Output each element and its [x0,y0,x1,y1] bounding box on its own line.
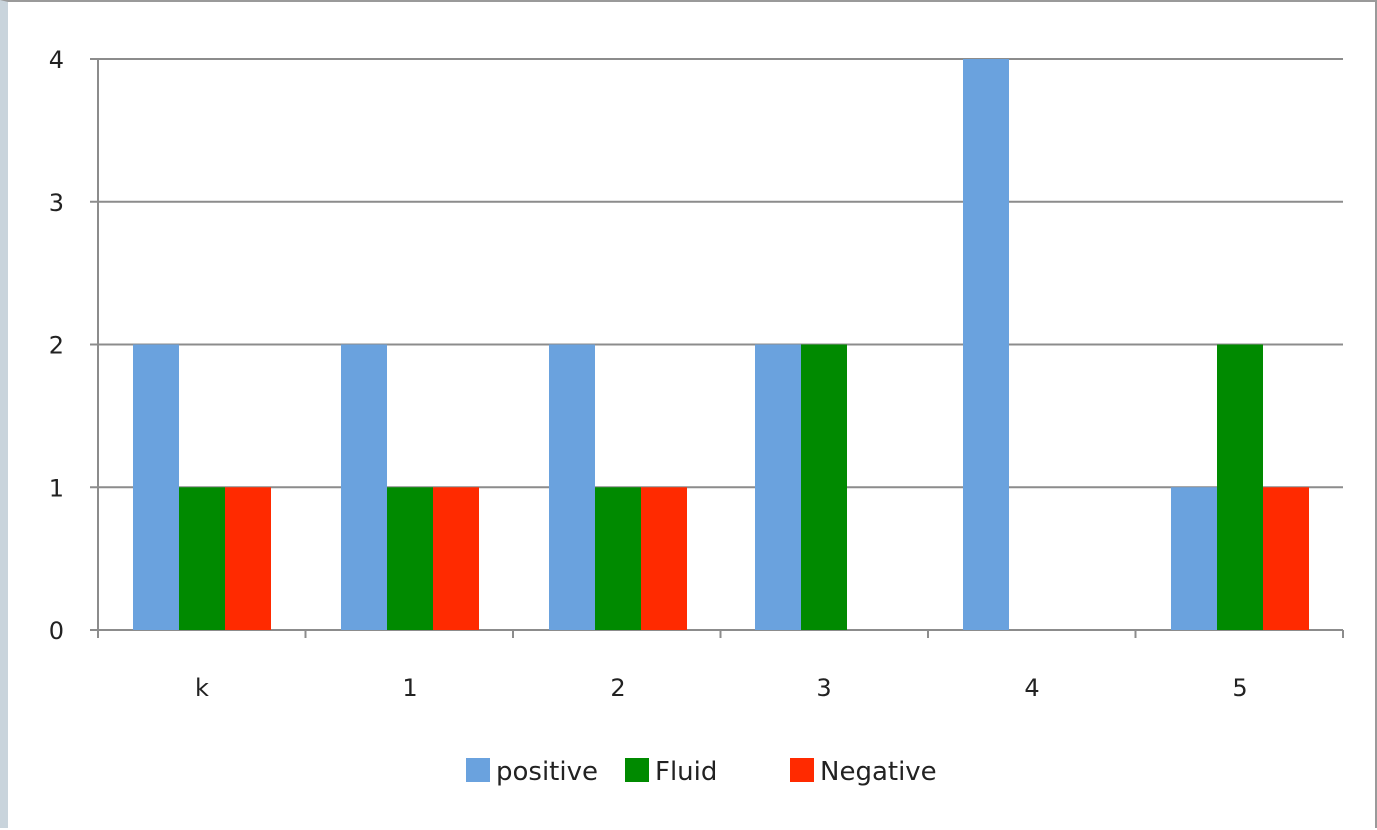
y-tick-label: 4 [49,46,64,74]
bar-positive-3 [755,344,801,630]
y-tick-labels: 0 1 2 3 4 [49,46,64,645]
y-tick-label: 1 [49,474,64,502]
legend-label-negative: Negative [820,757,937,787]
legend: positive Fluid Negative [466,757,937,787]
bar-chart: 0 1 2 3 4 k 1 2 3 4 5 positive Fluid Negative [49,46,1344,787]
bar-fluid-1 [387,487,433,630]
legend-swatch-negative [790,758,814,782]
bar-positive-2 [549,344,595,630]
bar-negative-2 [641,487,687,630]
legend-label-positive: positive [496,757,598,787]
x-tick-label: 4 [1024,674,1039,702]
legend-swatch-positive [466,758,490,782]
bar-fluid-2 [595,487,641,630]
bar-positive-4 [963,59,1009,630]
bar-negative-5 [1263,487,1309,630]
bar-fluid-k [179,487,225,630]
x-tick-labels: k 1 2 3 4 5 [195,674,1248,702]
bar-negative-1 [433,487,479,630]
bar-positive-1 [341,344,387,630]
bar-positive-k [133,344,179,630]
x-tick-label: 1 [402,674,417,702]
x-tick-label: 3 [816,674,831,702]
bar-fluid-3 [801,344,847,630]
bar-fluid-5 [1217,344,1263,630]
x-tick-label: 5 [1232,674,1247,702]
bars [133,59,1309,630]
x-tick-label: k [195,674,209,702]
axes [90,58,1344,638]
legend-swatch-fluid [625,758,649,782]
y-tick-label: 2 [49,332,64,360]
legend-label-fluid: Fluid [655,757,717,787]
x-tick-label: 2 [610,674,625,702]
y-tick-label: 3 [49,189,64,217]
y-tick-label: 0 [49,617,64,645]
gridlines [98,58,1343,489]
bar-positive-5 [1171,487,1217,630]
bar-negative-k [225,487,271,630]
